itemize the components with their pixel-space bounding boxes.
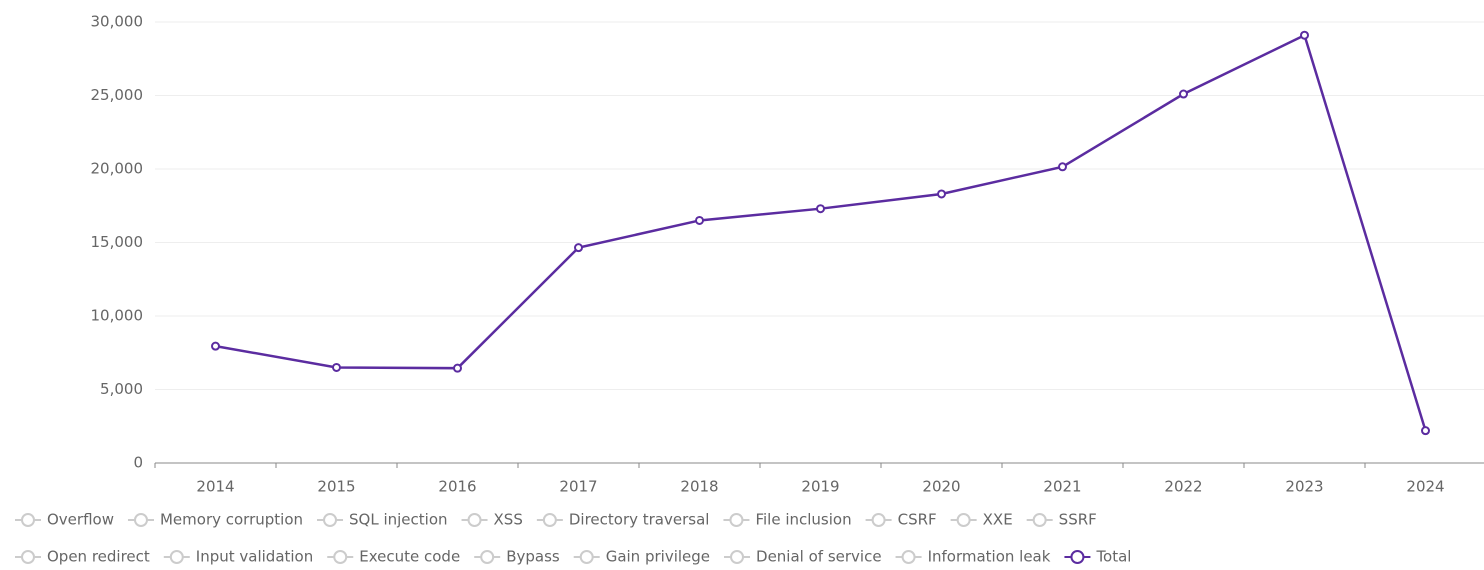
legend-icon xyxy=(542,513,557,527)
point xyxy=(574,243,583,253)
legend-icon xyxy=(1032,513,1047,527)
legend-item[interactable]: Memory corruption xyxy=(127,511,303,529)
y-tick-label: 5,000 xyxy=(100,380,143,398)
y-tick-label: 0 xyxy=(133,454,143,472)
legend-icon xyxy=(467,513,482,527)
point xyxy=(1179,89,1188,99)
x-tick-label: 2023 xyxy=(1285,478,1323,496)
legend-item[interactable]: Overflow xyxy=(15,511,114,529)
line xyxy=(215,33,1427,432)
legend-label: Open redirect xyxy=(47,548,150,566)
legend-label: Gain privilege xyxy=(606,548,710,566)
legend-label: SQL injection xyxy=(349,511,448,529)
legend-item[interactable]: File inclusion xyxy=(723,511,852,529)
legend-icon xyxy=(323,513,338,527)
legend-label: XXE xyxy=(983,511,1013,529)
y-tick-label: 25,000 xyxy=(91,86,144,104)
legend-icon xyxy=(956,513,971,527)
point xyxy=(937,189,946,199)
x-tick-label: 2021 xyxy=(1043,478,1081,496)
legend-label: Directory traversal xyxy=(569,511,710,529)
legend-item[interactable]: XSS xyxy=(461,511,523,529)
y-tick-label: 30,000 xyxy=(91,13,144,31)
legend-icon xyxy=(1070,550,1085,564)
legend-label: Overflow xyxy=(47,511,114,529)
point xyxy=(1300,30,1309,40)
x-tick-label: 2014 xyxy=(196,478,234,496)
legend-label: Bypass xyxy=(506,548,560,566)
legend-label: Execute code xyxy=(359,548,460,566)
legend-item[interactable]: Input validation xyxy=(163,548,313,566)
legend-icon xyxy=(169,550,184,564)
legend-item[interactable]: Gain privilege xyxy=(573,548,710,566)
legend-icon xyxy=(21,513,35,527)
legend-label: SSRF xyxy=(1059,511,1097,529)
legend-label: CSRF xyxy=(898,511,937,529)
point xyxy=(453,363,462,373)
x-tick-label: 2019 xyxy=(801,478,839,496)
legend-label: Total xyxy=(1095,548,1131,566)
legend-label: XSS xyxy=(494,511,523,529)
legend-item[interactable]: Directory traversal xyxy=(536,511,710,529)
legend-item[interactable]: SQL injection xyxy=(317,511,448,529)
legend-icon xyxy=(333,550,348,564)
y-tick-label: 20,000 xyxy=(91,160,144,178)
y-tick-label: 15,000 xyxy=(91,233,144,251)
x-tick-label: 2018 xyxy=(680,478,718,496)
x-tick-label: 2022 xyxy=(1164,478,1202,496)
x-tick-label: 2017 xyxy=(559,478,597,496)
legend-icon xyxy=(21,550,35,564)
legend-item[interactable]: Open redirect xyxy=(15,548,150,566)
legend-item[interactable]: Execute code xyxy=(327,548,460,566)
legend-label: File inclusion xyxy=(755,511,851,529)
point xyxy=(1058,162,1067,172)
legend-item[interactable]: Total xyxy=(1064,548,1131,566)
legend-icon xyxy=(871,513,886,527)
legend-item[interactable]: Bypass xyxy=(474,548,560,566)
legend-icon xyxy=(730,550,745,564)
legend-item[interactable]: Denial of service xyxy=(724,548,882,566)
legend-icon xyxy=(729,513,744,527)
x-tick-label: 2015 xyxy=(317,478,355,496)
legend-icon xyxy=(480,550,495,564)
legend-item[interactable]: Information leak xyxy=(895,548,1051,566)
legend-icon xyxy=(133,513,148,527)
legend-item[interactable]: CSRF xyxy=(865,511,937,529)
x-tick-label: 2020 xyxy=(922,478,960,496)
legend-item[interactable]: SSRF xyxy=(1026,511,1097,529)
legend-label: Memory corruption xyxy=(160,511,303,529)
point xyxy=(1421,426,1430,436)
point xyxy=(816,204,825,214)
legend-label: Input validation xyxy=(196,548,313,566)
x-tick-label: 2024 xyxy=(1406,478,1444,496)
point xyxy=(695,215,704,225)
point xyxy=(211,341,220,351)
point xyxy=(332,362,341,372)
legend-icon xyxy=(579,550,594,564)
legend-label: Denial of service xyxy=(756,548,882,566)
legend-item[interactable]: XXE xyxy=(950,511,1013,529)
legend-icon xyxy=(901,550,916,564)
y-tick-label: 10,000 xyxy=(91,307,144,325)
legend-label: Information leak xyxy=(928,548,1051,566)
x-tick-label: 2016 xyxy=(438,478,476,496)
